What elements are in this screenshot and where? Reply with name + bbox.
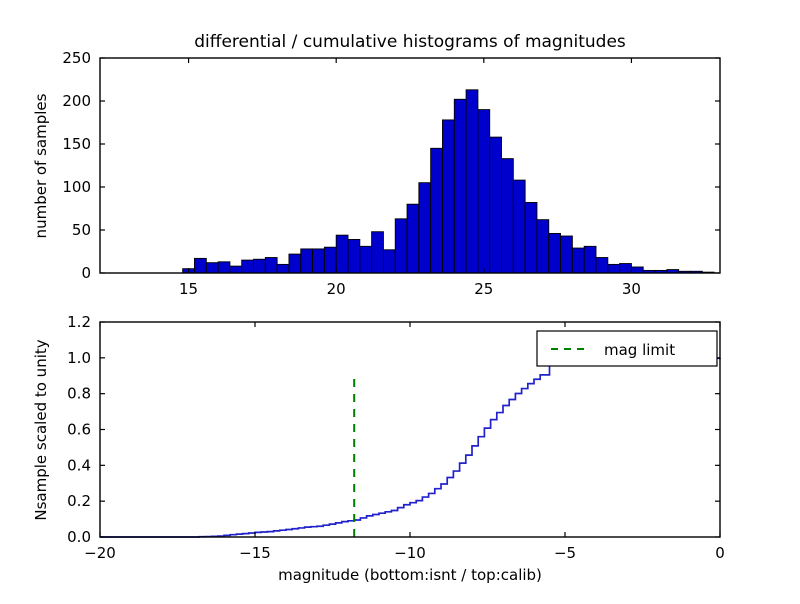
histogram-bar — [583, 245, 597, 274]
bottom-axes: −20 −15 −10 −5 0 0.0 0.2 0.4 0.6 0.8 1.0 1.2 Nsampl… — [32, 313, 725, 584]
histogram-bar — [217, 261, 231, 274]
histogram-bar — [347, 239, 361, 274]
histogram-bar — [607, 263, 621, 274]
histogram-bar — [288, 253, 302, 274]
histogram-bar — [194, 257, 207, 274]
top-axes-frame — [99, 57, 721, 274]
histogram-bar — [241, 259, 254, 274]
histogram-bar — [571, 247, 585, 274]
histogram-bar — [489, 136, 502, 274]
histogram-bar — [536, 219, 550, 274]
histogram-bar — [229, 265, 243, 274]
histogram-bar — [276, 263, 290, 274]
y-tick-label: 0.6 — [67, 421, 91, 439]
x-tick-label: −20 — [84, 544, 116, 562]
y-tick-label: 250 — [62, 49, 91, 67]
y-tick-label: 100 — [62, 178, 91, 196]
y-tick-label: 0.4 — [67, 456, 91, 474]
bottom-xlabel: magnitude (bottom:isnt / top:calib) — [278, 566, 542, 584]
y-tick-label: 0.8 — [67, 385, 91, 403]
histogram-bar — [359, 245, 373, 274]
histogram-bar — [630, 266, 644, 274]
histogram-bar — [371, 231, 384, 274]
histogram-bar — [619, 263, 632, 274]
y-tick-label: 0 — [81, 264, 91, 282]
histogram-bar — [501, 158, 514, 274]
y-tick-label: 0.0 — [67, 528, 91, 546]
histogram-bar — [465, 89, 479, 274]
histogram-bar — [512, 179, 526, 274]
y-tick-label: 200 — [62, 92, 91, 110]
top-axes: differential / cumulative histograms of … — [32, 32, 721, 298]
histogram-bar — [205, 262, 219, 274]
histogram-bar — [477, 109, 491, 274]
x-tick-label: 30 — [622, 280, 641, 298]
histogram-bar — [548, 232, 562, 274]
y-tick-label: 1.2 — [67, 313, 91, 331]
histogram-bar — [595, 257, 609, 274]
x-tick-label: −15 — [239, 544, 271, 562]
histogram-bar — [442, 119, 455, 274]
histogram-bar — [382, 249, 396, 274]
histogram-bar — [524, 202, 538, 274]
y-tick-label: 1.0 — [67, 349, 91, 367]
y-tick-label: 0.2 — [67, 492, 91, 510]
histogram-bar — [253, 258, 266, 274]
histogram-bar — [312, 248, 325, 274]
histogram-bars — [182, 89, 715, 274]
histogram-bar — [394, 218, 408, 274]
histogram-bar — [323, 246, 337, 274]
histogram-bar — [453, 98, 467, 274]
x-tick-label: −5 — [554, 544, 576, 562]
histogram-bar — [430, 147, 443, 274]
x-tick-label: 0 — [715, 544, 725, 562]
x-tick-label: −10 — [394, 544, 426, 562]
bottom-ylabel: Nsample scaled to unity — [32, 339, 50, 520]
legend[interactable]: mag limit — [536, 330, 718, 367]
x-tick-label: 20 — [327, 280, 346, 298]
x-tick-label: 15 — [179, 280, 198, 298]
bottom-axes-frame — [99, 321, 721, 538]
legend-label-mag-limit: mag limit — [604, 341, 675, 359]
x-tick-label: 25 — [474, 280, 493, 298]
y-tick-label: 50 — [72, 221, 91, 239]
top-ylabel: number of samples — [32, 93, 50, 238]
histogram-bar — [406, 203, 420, 274]
histogram-bar — [300, 248, 314, 274]
top-axis-ticks: 15 20 25 30 0 50 100 150 200 250 — [62, 49, 720, 298]
y-tick-label: 150 — [62, 135, 91, 153]
histogram-bar — [335, 234, 349, 274]
histogram-bar — [560, 235, 573, 274]
page-title: differential / cumulative histograms of … — [194, 32, 626, 52]
histogram-bar — [418, 182, 432, 274]
histogram-bar — [264, 257, 278, 274]
